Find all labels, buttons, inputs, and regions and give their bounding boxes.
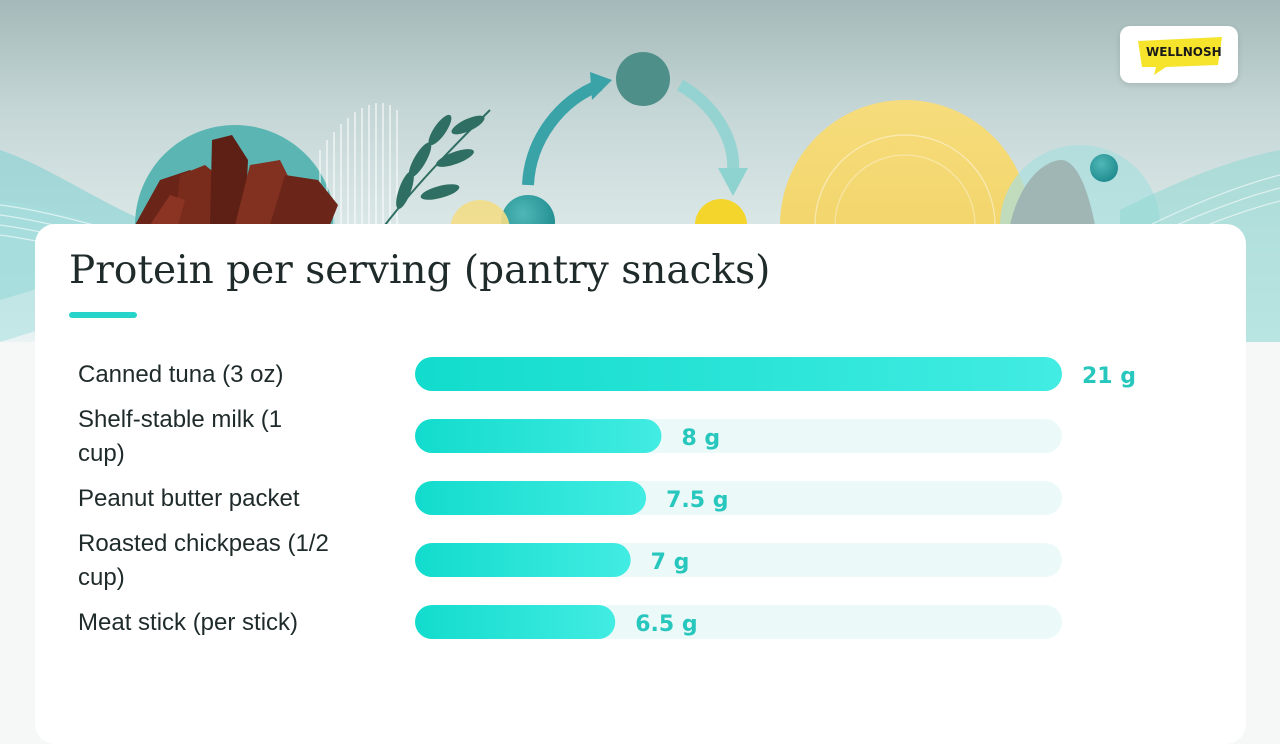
bar[interactable] xyxy=(415,543,631,577)
category-label: Roasted chickpeas (1/2 cup) xyxy=(78,530,329,591)
title-underline xyxy=(69,312,137,318)
value-label: 7.5 g xyxy=(666,488,728,513)
jerky-image xyxy=(135,135,338,225)
chart-card: Protein per serving (pantry snacks) Cann… xyxy=(35,224,1246,744)
bar-chart: Canned tuna (3 oz) 21 g Shelf-stable milk … xyxy=(78,357,1136,639)
value-label: 7 g xyxy=(651,550,690,575)
bar[interactable] xyxy=(415,605,616,639)
category-label: Meat stick (per stick) xyxy=(78,609,298,636)
bar[interactable] xyxy=(415,419,662,453)
category-label: Shelf-stable milk (1 cup) xyxy=(78,406,282,467)
logo-text: WELLNOSH xyxy=(1146,45,1222,59)
chart-title: Protein per serving (pantry snacks) xyxy=(69,248,771,293)
leaf-icon xyxy=(384,109,491,226)
value-label: 6.5 g xyxy=(635,612,697,637)
bar[interactable] xyxy=(415,357,1062,391)
bars-layer: Canned tuna (3 oz) 21 g Shelf-stable milk … xyxy=(78,357,1136,639)
value-label: 21 g xyxy=(1082,364,1136,389)
category-label: Canned tuna (3 oz) xyxy=(78,361,283,388)
brand-logo[interactable]: WELLNOSH xyxy=(1120,26,1238,83)
logo-mark: WELLNOSH xyxy=(1138,37,1222,75)
bar[interactable] xyxy=(415,481,647,515)
category-label: Peanut butter packet xyxy=(78,485,300,512)
value-label: 8 g xyxy=(681,426,720,451)
